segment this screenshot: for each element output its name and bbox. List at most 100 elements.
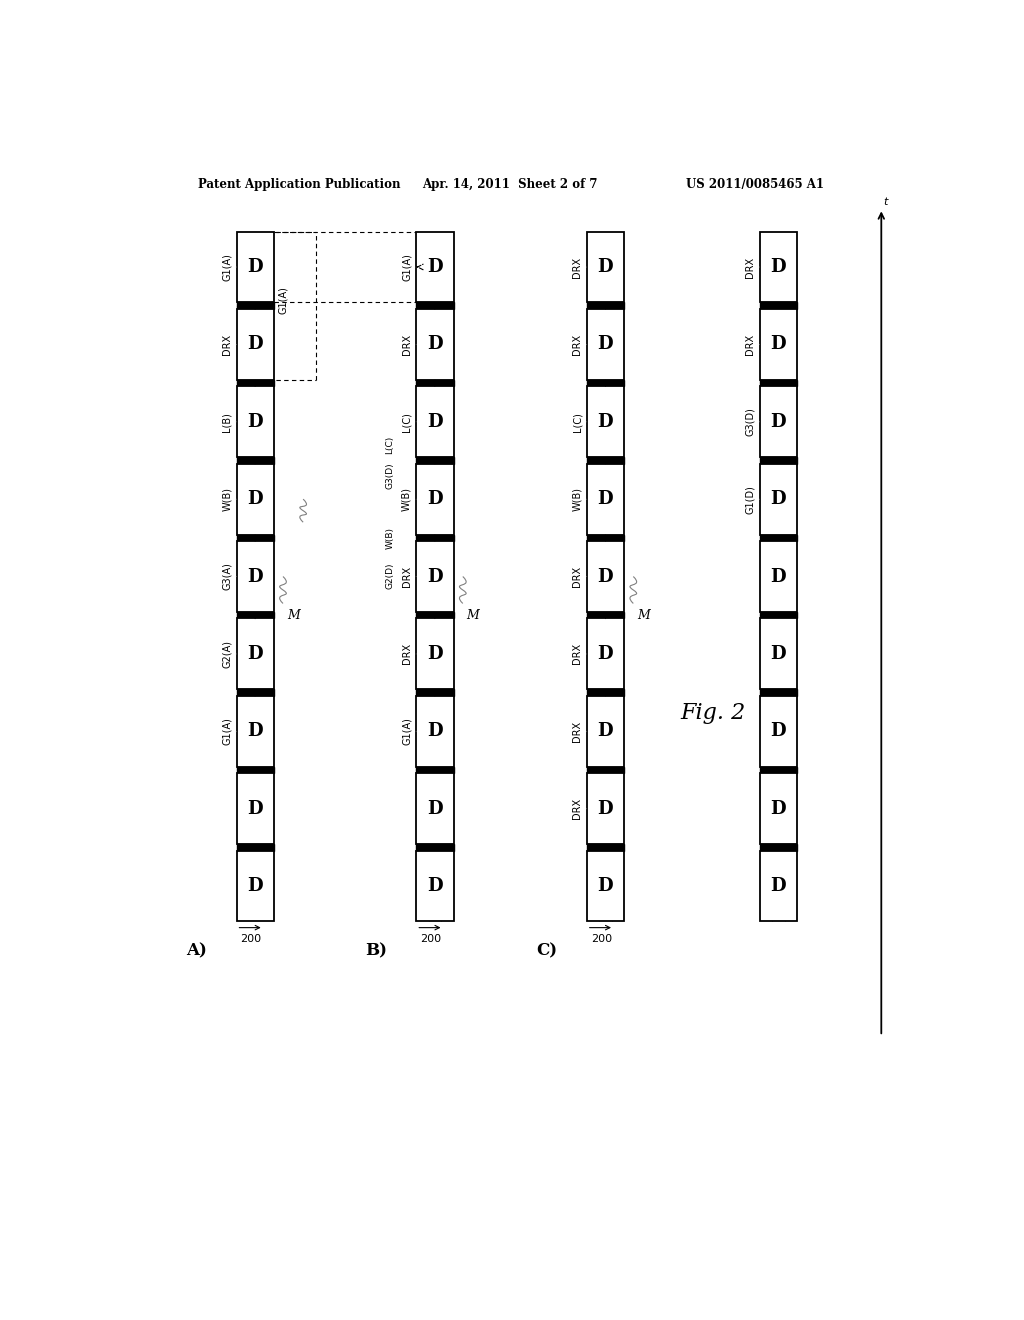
Text: D: D: [247, 645, 263, 663]
Text: DRX: DRX: [401, 566, 412, 587]
Text: D: D: [427, 876, 442, 895]
Text: D: D: [247, 800, 263, 817]
Text: D: D: [770, 413, 786, 430]
Text: G3(D): G3(D): [386, 462, 394, 488]
Text: G1(D): G1(D): [745, 484, 755, 513]
Bar: [587, 774, 624, 843]
Bar: [417, 302, 454, 309]
Bar: [417, 689, 454, 696]
Text: 200: 200: [420, 933, 441, 944]
Bar: [237, 541, 273, 612]
Bar: [237, 843, 273, 850]
Text: DRX: DRX: [222, 334, 231, 355]
Text: W(B): W(B): [386, 527, 394, 549]
Bar: [417, 535, 454, 541]
Bar: [237, 535, 273, 541]
Text: DRX: DRX: [572, 256, 583, 277]
Text: L(C): L(C): [386, 436, 394, 454]
Bar: [760, 774, 797, 843]
Text: D: D: [247, 722, 263, 741]
Text: D: D: [598, 490, 613, 508]
Bar: [760, 302, 797, 309]
Text: 200: 200: [591, 933, 611, 944]
Text: W(B): W(B): [572, 487, 583, 511]
Bar: [587, 380, 624, 387]
Text: DRX: DRX: [572, 334, 583, 355]
Text: G2(A): G2(A): [222, 640, 231, 668]
Text: G1(A): G1(A): [401, 253, 412, 281]
Text: DRX: DRX: [401, 334, 412, 355]
Bar: [760, 231, 797, 302]
Bar: [237, 457, 273, 463]
Bar: [760, 619, 797, 689]
Text: Fig. 2: Fig. 2: [681, 702, 745, 723]
Text: D: D: [247, 413, 263, 430]
Bar: [237, 619, 273, 689]
Text: D: D: [247, 876, 263, 895]
Bar: [237, 380, 273, 387]
Text: t: t: [883, 197, 887, 207]
Text: D: D: [770, 722, 786, 741]
Bar: [760, 380, 797, 387]
Bar: [417, 612, 454, 619]
Text: DRX: DRX: [572, 799, 583, 820]
Bar: [237, 850, 273, 921]
Bar: [587, 612, 624, 619]
Text: D: D: [247, 568, 263, 586]
Bar: [760, 689, 797, 696]
Text: L(C): L(C): [401, 412, 412, 432]
Bar: [760, 387, 797, 457]
Text: L(B): L(B): [222, 412, 231, 432]
Bar: [587, 541, 624, 612]
Text: D: D: [427, 257, 442, 276]
Bar: [237, 774, 273, 843]
Bar: [417, 309, 454, 380]
Text: D: D: [770, 257, 786, 276]
Bar: [587, 767, 624, 774]
Text: Patent Application Publication: Patent Application Publication: [198, 178, 400, 190]
Text: G1(A): G1(A): [222, 717, 231, 746]
Text: D: D: [598, 568, 613, 586]
Bar: [417, 463, 454, 535]
Text: DRX: DRX: [572, 566, 583, 587]
Text: D: D: [427, 800, 442, 817]
Bar: [417, 843, 454, 850]
Bar: [237, 302, 273, 309]
Text: G2(D): G2(D): [386, 562, 394, 589]
Bar: [760, 843, 797, 850]
Bar: [417, 619, 454, 689]
Bar: [237, 231, 273, 302]
Bar: [587, 843, 624, 850]
Bar: [760, 767, 797, 774]
Bar: [587, 231, 624, 302]
Text: D: D: [770, 335, 786, 354]
Bar: [760, 463, 797, 535]
Bar: [760, 309, 797, 380]
Bar: [417, 541, 454, 612]
Text: D: D: [247, 335, 263, 354]
Bar: [417, 774, 454, 843]
Text: D: D: [598, 413, 613, 430]
Text: D: D: [598, 722, 613, 741]
Text: DRX: DRX: [745, 256, 755, 277]
Bar: [760, 535, 797, 541]
Bar: [417, 850, 454, 921]
Text: DRX: DRX: [572, 643, 583, 664]
Text: D: D: [770, 645, 786, 663]
Text: D: D: [770, 568, 786, 586]
Text: D: D: [598, 335, 613, 354]
Text: Apr. 14, 2011  Sheet 2 of 7: Apr. 14, 2011 Sheet 2 of 7: [423, 178, 598, 190]
Bar: [417, 380, 454, 387]
Text: DRX: DRX: [745, 334, 755, 355]
Bar: [587, 535, 624, 541]
Bar: [237, 696, 273, 767]
Text: D: D: [770, 490, 786, 508]
Text: G1(A): G1(A): [278, 286, 288, 314]
Text: D: D: [427, 490, 442, 508]
Text: D: D: [247, 257, 263, 276]
Text: G1(A): G1(A): [401, 717, 412, 746]
Bar: [237, 612, 273, 619]
Text: G1(A): G1(A): [222, 253, 231, 281]
Bar: [760, 612, 797, 619]
Text: D: D: [770, 876, 786, 895]
